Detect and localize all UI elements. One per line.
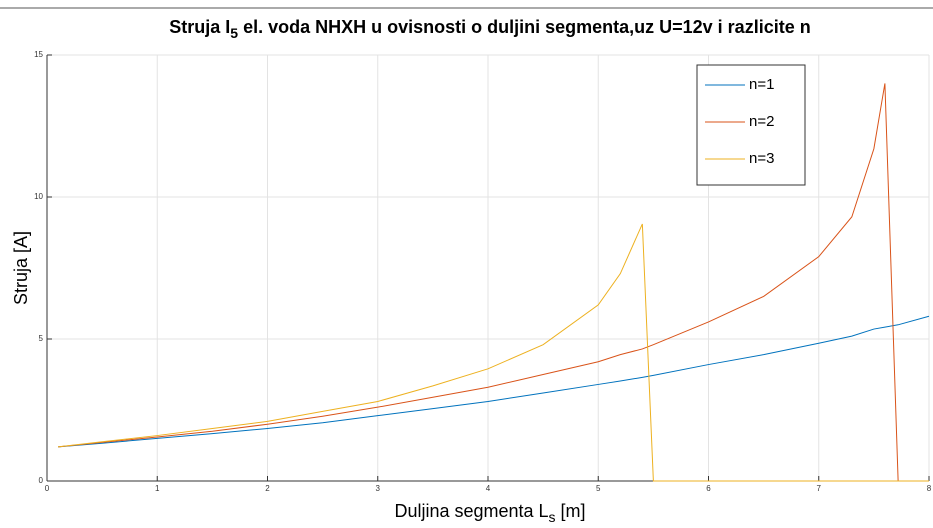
series-line [57,223,929,482]
x-tick-label: 2 [265,484,270,493]
series-line [57,315,930,448]
y-tick-label: 15 [34,50,43,59]
y-tick-label: 10 [34,192,43,201]
x-tick-label: 7 [817,484,822,493]
chart-title: Struja I5 el. voda NHXH u ovisnosti o du… [169,17,810,41]
x-axis-label: Duljina segmenta Ls [m] [394,501,585,525]
y-tick-label: 0 [39,476,44,485]
title-text: el. voda NHXH u ovisnosti o duljini segm… [238,17,811,37]
legend-label: n=1 [749,76,774,93]
x-tick-label: 5 [596,484,601,493]
x-tick-label: 6 [706,484,711,493]
label-subscript: s [549,509,556,525]
x-tick-label: 1 [155,484,160,493]
x-tick-label: 0 [45,484,50,493]
label-text: [m] [556,501,586,521]
label-text: Duljina segmenta L [394,501,548,521]
x-tick-label: 4 [486,484,491,493]
title-text: Struja I [169,17,230,37]
y-tick-label: 5 [39,334,44,343]
series-line [57,83,929,482]
x-tick-label: 3 [376,484,381,493]
legend-label: n=2 [749,113,774,130]
x-tick-label: 8 [927,484,932,493]
legend-label: n=3 [749,150,774,167]
y-axis-label: Struja [A] [11,231,31,305]
title-subscript: 5 [230,25,238,41]
